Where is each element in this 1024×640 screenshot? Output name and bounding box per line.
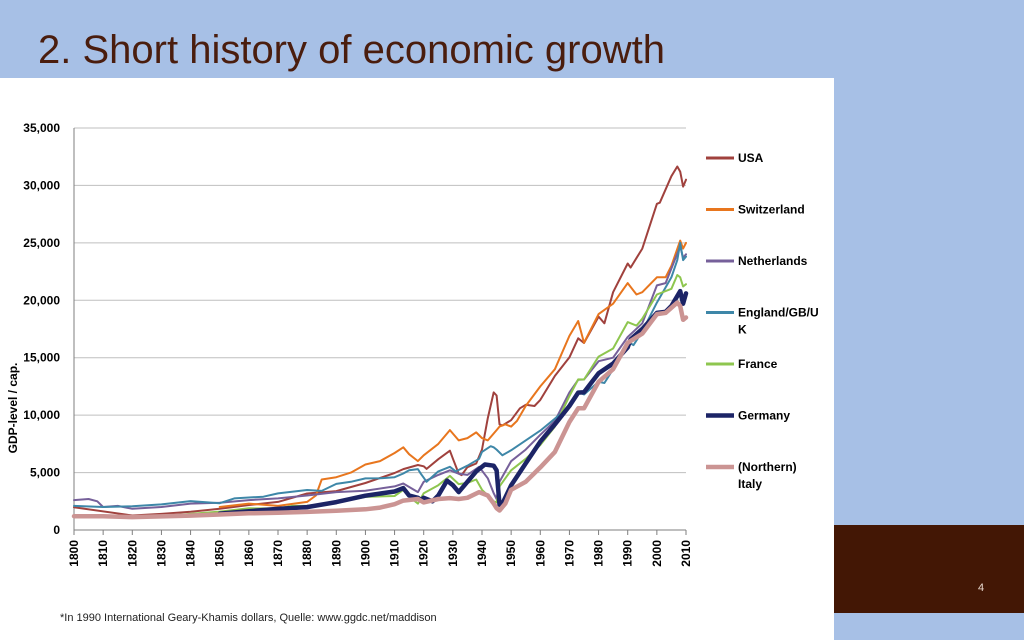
series-lines: [71, 165, 689, 520]
legend-label: Germany: [738, 409, 790, 423]
slide-title: 2. Short history of economic growth: [38, 28, 665, 72]
right-band: [834, 78, 1024, 525]
x-tick-label: 1840: [184, 540, 198, 567]
x-tick-label: 1810: [96, 540, 110, 567]
legend-label: France: [738, 357, 778, 371]
x-tick-label: 1900: [358, 540, 372, 567]
legend-label: Switzerland: [738, 203, 805, 217]
page-number: 4: [978, 582, 985, 594]
x-tick-label: 1950: [504, 540, 518, 567]
y-tick-label: 10,000: [23, 408, 60, 422]
x-tick-label: 1890: [329, 540, 343, 567]
legend-label: USA: [738, 151, 764, 165]
series-line-netherlands: [73, 245, 687, 510]
series-line-usa: [73, 165, 687, 517]
y-tick-label: 5,000: [30, 466, 60, 480]
x-tick-label: 1870: [271, 540, 285, 567]
y-tick-label: 0: [53, 523, 60, 537]
gdp-line-chart: 0 5,000 10,000 15,000 20,000 25,000 30,000 35,0…: [6, 121, 819, 567]
y-tick-label: 35,000: [23, 121, 60, 135]
brown-block: 4: [834, 525, 1024, 613]
x-tick-label: 1820: [125, 540, 139, 567]
x-tick-label: 1940: [475, 540, 489, 567]
legend-label: England/GB/U K: [738, 306, 819, 337]
y-tick-label: 20,000: [23, 293, 60, 307]
series-line-northern-italy: [71, 300, 689, 520]
x-tick-label: 1910: [388, 540, 402, 567]
y-tick-label: 25,000: [23, 236, 60, 250]
x-tick-label: 1970: [562, 540, 576, 567]
x-tick-label: 2010: [679, 540, 693, 567]
x-tick-label: 1920: [417, 540, 431, 567]
series-line-switzerland: [218, 239, 687, 508]
bottom-strip: [834, 613, 1024, 640]
x-tick-label: 1800: [67, 540, 81, 567]
y-tick-label: 30,000: [23, 178, 60, 192]
footnote: *In 1990 International Geary-Khamis doll…: [60, 612, 437, 624]
x-tick-label: 1960: [533, 540, 547, 567]
x-tick-label: 1980: [592, 540, 606, 567]
x-tick-label: 1990: [621, 540, 635, 567]
legend-label: Netherlands: [738, 254, 808, 268]
gridlines: [73, 127, 687, 535]
x-tick-label: 1860: [242, 540, 256, 567]
x-tick-label: 1830: [154, 540, 168, 567]
x-tick-label: 1880: [300, 540, 314, 567]
top-band: [0, 0, 1024, 78]
legend: USA Switzerland Netherlands England/GB/U K Fr…: [706, 151, 819, 491]
x-tick-label: 1850: [213, 540, 227, 567]
legend-label: (Northern) Italy: [738, 460, 797, 491]
y-axis-label: GDP-level / cap.: [6, 363, 20, 454]
x-tick-label: 2000: [650, 540, 664, 567]
y-tick-label: 15,000: [23, 351, 60, 365]
x-tick-labels: 1800 1810 1820 1830 1840 1850 1860 1870 1880 1890…: [67, 540, 693, 567]
y-tick-labels: 0 5,000 10,000 15,000 20,000 25,000 30,000 35,0…: [23, 121, 60, 537]
series-line-england-gb-uk: [73, 241, 687, 508]
x-tick-label: 1930: [446, 540, 460, 567]
series-line-germany: [217, 288, 689, 516]
